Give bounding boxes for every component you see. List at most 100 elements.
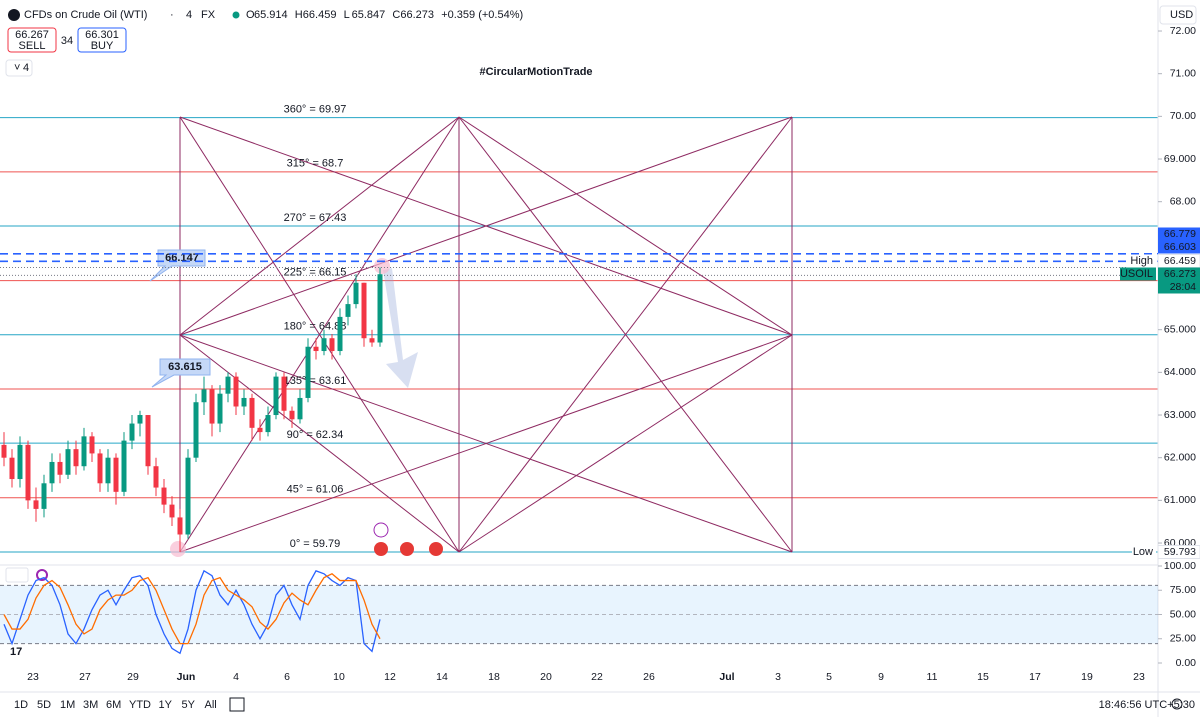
candle-body — [377, 274, 383, 343]
event-icon[interactable] — [429, 542, 443, 556]
candle-body — [1, 444, 7, 458]
market-status — [232, 11, 240, 19]
ohlc-value: 65.914 — [254, 9, 288, 21]
low-marker — [170, 541, 186, 557]
range-button[interactable]: 3M — [83, 699, 98, 711]
countdown: 28:04 — [1170, 281, 1196, 293]
candle-body — [17, 444, 23, 480]
x-tick-label: 9 — [878, 671, 884, 683]
stoch-tick-label: 25.00 — [1170, 633, 1196, 645]
indicator-toggle[interactable] — [5, 59, 33, 77]
chevron: ˅ — [14, 62, 20, 74]
ohlc-value: +0.359 (+0.54%) — [441, 9, 523, 21]
x-tick-label: 17 — [1029, 671, 1041, 683]
x-tick-label: Jun — [177, 671, 196, 683]
y-tick-label: 64.000 — [1164, 366, 1196, 378]
range-button[interactable]: 1M — [60, 699, 75, 711]
candle-body — [305, 346, 311, 398]
sell-price: 66.267 — [15, 29, 49, 41]
price-tag-label: 66.273 — [1164, 268, 1196, 280]
x-tick-label: 22 — [591, 671, 603, 683]
price-tag-label: 66.779 — [1164, 228, 1196, 240]
buy-button[interactable] — [77, 27, 127, 53]
y-tick-label: 61.000 — [1164, 494, 1196, 506]
candle-body — [369, 338, 375, 343]
interval[interactable]: 4 — [186, 9, 192, 21]
y-tick-label: 63.000 — [1164, 409, 1196, 421]
candle-body — [185, 457, 191, 535]
candle-body — [217, 393, 223, 424]
candle-body — [249, 397, 255, 428]
price-tag — [1158, 227, 1200, 241]
stoch-tick-label: 75.00 — [1170, 584, 1196, 596]
high-marker — [374, 258, 390, 274]
x-tick-label: 14 — [436, 671, 448, 683]
candle-body — [145, 415, 151, 467]
range-button[interactable]: 5Y — [182, 699, 196, 711]
candle-body — [97, 453, 103, 484]
sell-label: SELL — [19, 40, 46, 52]
range-button[interactable]: All — [205, 699, 217, 711]
range-button[interactable]: 6M — [106, 699, 121, 711]
candle-body — [41, 483, 47, 509]
price-tag — [1158, 267, 1200, 281]
level-label: 225° = 66.15 — [284, 267, 347, 279]
footer: 1D 5D 1M 3M 6M YTD 1Y 5Y All — [14, 699, 217, 711]
symbol[interactable]: CFDs on Crude Oil (WTI) — [24, 9, 147, 21]
indicator-icon[interactable] — [36, 569, 48, 581]
range-button[interactable]: YTD — [129, 699, 151, 711]
event-icon[interactable] — [374, 542, 388, 556]
settings-icon[interactable] — [1171, 698, 1183, 710]
pane-toggle[interactable] — [5, 567, 29, 583]
candle-body — [137, 415, 143, 424]
spread: 34 — [61, 35, 73, 47]
price-tag-label: 66.603 — [1164, 241, 1196, 253]
stoch-tick-label: 50.00 — [1170, 608, 1196, 620]
x-tick-label: 10 — [333, 671, 345, 683]
ohlc-label: C — [392, 9, 400, 21]
candle-body — [25, 444, 31, 501]
buy-label: BUY — [91, 40, 114, 52]
candle-body — [241, 397, 247, 407]
level-label: 360° = 69.97 — [284, 104, 347, 116]
x-tick-label: 3 — [775, 671, 781, 683]
y-tick-label: 72.00 — [1170, 25, 1196, 37]
candle-body — [49, 461, 55, 484]
ohlc-label: H — [295, 9, 303, 21]
range-button[interactable]: 5D — [37, 699, 51, 711]
x-tick-label: Jul — [719, 671, 734, 683]
level-label: 45° = 61.06 — [287, 484, 344, 496]
level-label: 0° = 59.79 — [290, 538, 341, 550]
currency-button[interactable] — [1159, 5, 1197, 25]
candle-body — [65, 449, 71, 475]
ohlc-value: 66.273 — [400, 9, 434, 21]
x-tick-label: 12 — [384, 671, 396, 683]
candle-body — [225, 376, 231, 394]
ohlc: O 65.914 H 66.459 L 65.847 C 66.273 +0.359 (+0.5… — [246, 9, 523, 21]
candle-body — [297, 397, 303, 420]
candle-body — [289, 410, 295, 420]
title: #CircularMotionTrade — [479, 66, 592, 78]
price-tag-name-bg — [1120, 267, 1156, 281]
candle-body — [313, 346, 319, 352]
x-tick-label: 15 — [977, 671, 989, 683]
candle-body — [201, 389, 207, 403]
candle-body — [161, 487, 167, 505]
sell-button[interactable] — [7, 27, 57, 53]
candle-body — [113, 457, 119, 492]
event-icon[interactable] — [373, 522, 389, 538]
candle-body — [257, 427, 263, 433]
candle-body — [361, 282, 367, 339]
event-icon[interactable] — [400, 542, 414, 556]
settings[interactable] — [1166, 670, 1186, 686]
range-button[interactable]: 1D — [14, 699, 28, 711]
ohlc-value: 66.459 — [303, 9, 337, 21]
stoch-tick-label: 100.00 — [1164, 560, 1196, 572]
range-button[interactable]: 1Y — [159, 699, 173, 711]
candle-body — [273, 376, 279, 416]
x-tick-label: 18 — [488, 671, 500, 683]
candle-body — [81, 436, 87, 467]
candle-body — [9, 457, 15, 480]
date-range-icon[interactable] — [229, 697, 245, 712]
